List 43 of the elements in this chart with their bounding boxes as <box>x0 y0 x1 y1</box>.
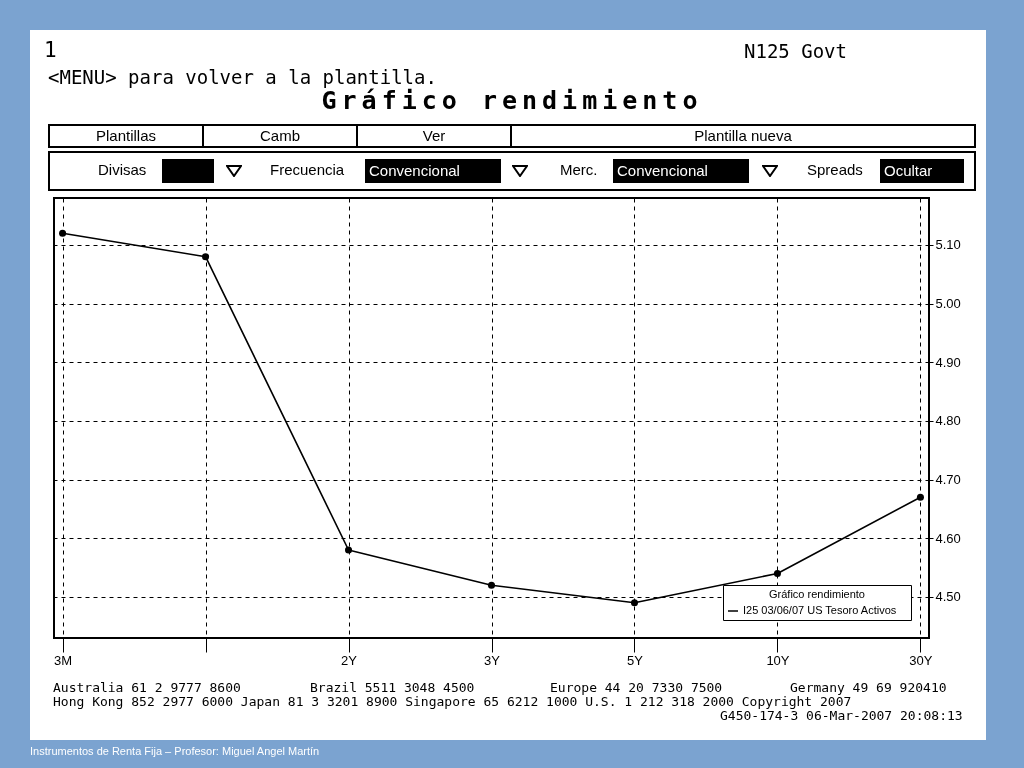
text: Germany 49 69 920410 <box>790 680 947 695</box>
x-tick-label: 2Y <box>341 652 358 668</box>
x-tick-label: 3M <box>54 652 73 668</box>
point <box>916 493 924 501</box>
text: Instrumentos de Renta Fija – Profesor: Miguel Angel Martín <box>30 745 320 757</box>
text: Convencional <box>365 159 501 183</box>
y-tick-label: 5.00 <box>935 296 961 312</box>
text: Spreads <box>807 161 863 178</box>
text: Brazil 5511 3048 4500 <box>310 680 475 695</box>
text: <MENU> para volver a la plantilla. <box>48 66 437 88</box>
legend-label: I25 03/06/07 US Tesoro Activos <box>743 604 897 616</box>
text: Ocultar <box>880 159 964 183</box>
text: Plantillas <box>50 126 204 146</box>
point <box>59 229 67 237</box>
text: Camb <box>204 126 358 146</box>
text: Plantilla nueva <box>693 126 793 146</box>
point <box>202 253 210 261</box>
y-tick-label: 4.70 <box>935 472 961 488</box>
x-tick-label: 10Y <box>766 652 790 668</box>
legend-title: Gráfico rendimiento <box>769 588 865 600</box>
x-tick-label: 30Y <box>909 652 933 668</box>
text: Europe 44 20 7330 7500 <box>550 680 723 695</box>
point <box>344 546 353 554</box>
text: Merc. <box>560 161 598 178</box>
y-tick-label: 4.50 <box>935 589 961 605</box>
y-tick-label: 4.90 <box>935 354 961 370</box>
text: Convencional <box>613 159 749 183</box>
x-tick-label: 5Y <box>627 652 644 668</box>
y-tick-label: 4.60 <box>935 530 961 546</box>
point <box>487 581 496 589</box>
point <box>630 599 639 607</box>
y-tick-label: 4.80 <box>935 413 961 429</box>
x-tick-label: 3Y <box>484 652 501 668</box>
point <box>773 569 781 577</box>
text: G450-174-3 06-Mar-2007 20:08:13 <box>720 708 963 723</box>
text: N125 Govt <box>744 40 847 62</box>
y-tick-label: 5.10 <box>935 237 961 253</box>
text: Australia 61 2 9777 8600 <box>53 680 241 695</box>
text: Hong Kong 852 2977 6000 Japan 81 3 3201 8900 Singapore 65 6212 1000 U.S. 1 212 318 2000 Copyright 2007 <box>53 694 852 709</box>
text: Ver <box>358 126 512 146</box>
text: Frecuencia <box>270 161 345 178</box>
text: Divisas <box>98 161 147 178</box>
text: 1 <box>44 38 57 62</box>
